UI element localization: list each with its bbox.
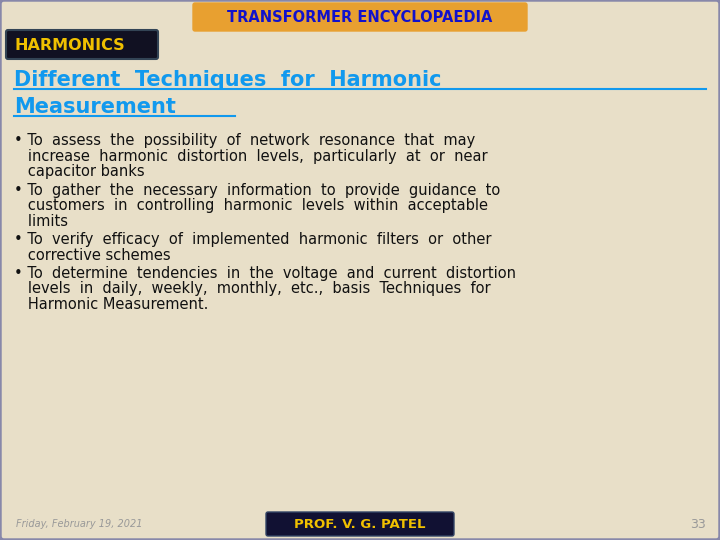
FancyBboxPatch shape xyxy=(193,3,527,31)
Text: Measurement: Measurement xyxy=(14,97,176,117)
Text: • To  gather  the  necessary  information  to  provide  guidance  to: • To gather the necessary information to… xyxy=(14,183,500,198)
Text: corrective schemes: corrective schemes xyxy=(14,247,171,262)
Text: levels  in  daily,  weekly,  monthly,  etc.,  basis  Techniques  for: levels in daily, weekly, monthly, etc., … xyxy=(14,281,490,296)
Text: PROF. V. G. PATEL: PROF. V. G. PATEL xyxy=(294,517,426,530)
Text: Harmonic Measurement.: Harmonic Measurement. xyxy=(14,297,208,312)
Text: Different  Techniques  for  Harmonic: Different Techniques for Harmonic xyxy=(14,70,441,90)
Text: limits: limits xyxy=(14,213,68,228)
FancyBboxPatch shape xyxy=(6,30,158,59)
Text: increase  harmonic  distortion  levels,  particularly  at  or  near: increase harmonic distortion levels, par… xyxy=(14,148,487,164)
Text: customers  in  controlling  harmonic  levels  within  acceptable: customers in controlling harmonic levels… xyxy=(14,198,488,213)
Text: • To  assess  the  possibility  of  network  resonance  that  may: • To assess the possibility of network r… xyxy=(14,133,475,148)
Text: HARMONICS: HARMONICS xyxy=(14,37,125,52)
Text: capacitor banks: capacitor banks xyxy=(14,164,145,179)
Text: • To  verify  efficacy  of  implemented  harmonic  filters  or  other: • To verify efficacy of implemented harm… xyxy=(14,232,492,247)
Text: • To  determine  tendencies  in  the  voltage  and  current  distortion: • To determine tendencies in the voltage… xyxy=(14,266,516,281)
FancyBboxPatch shape xyxy=(266,512,454,536)
Text: TRANSFORMER ENCYCLOPAEDIA: TRANSFORMER ENCYCLOPAEDIA xyxy=(228,10,492,25)
Text: Friday, February 19, 2021: Friday, February 19, 2021 xyxy=(16,519,143,529)
Text: 33: 33 xyxy=(690,517,706,530)
